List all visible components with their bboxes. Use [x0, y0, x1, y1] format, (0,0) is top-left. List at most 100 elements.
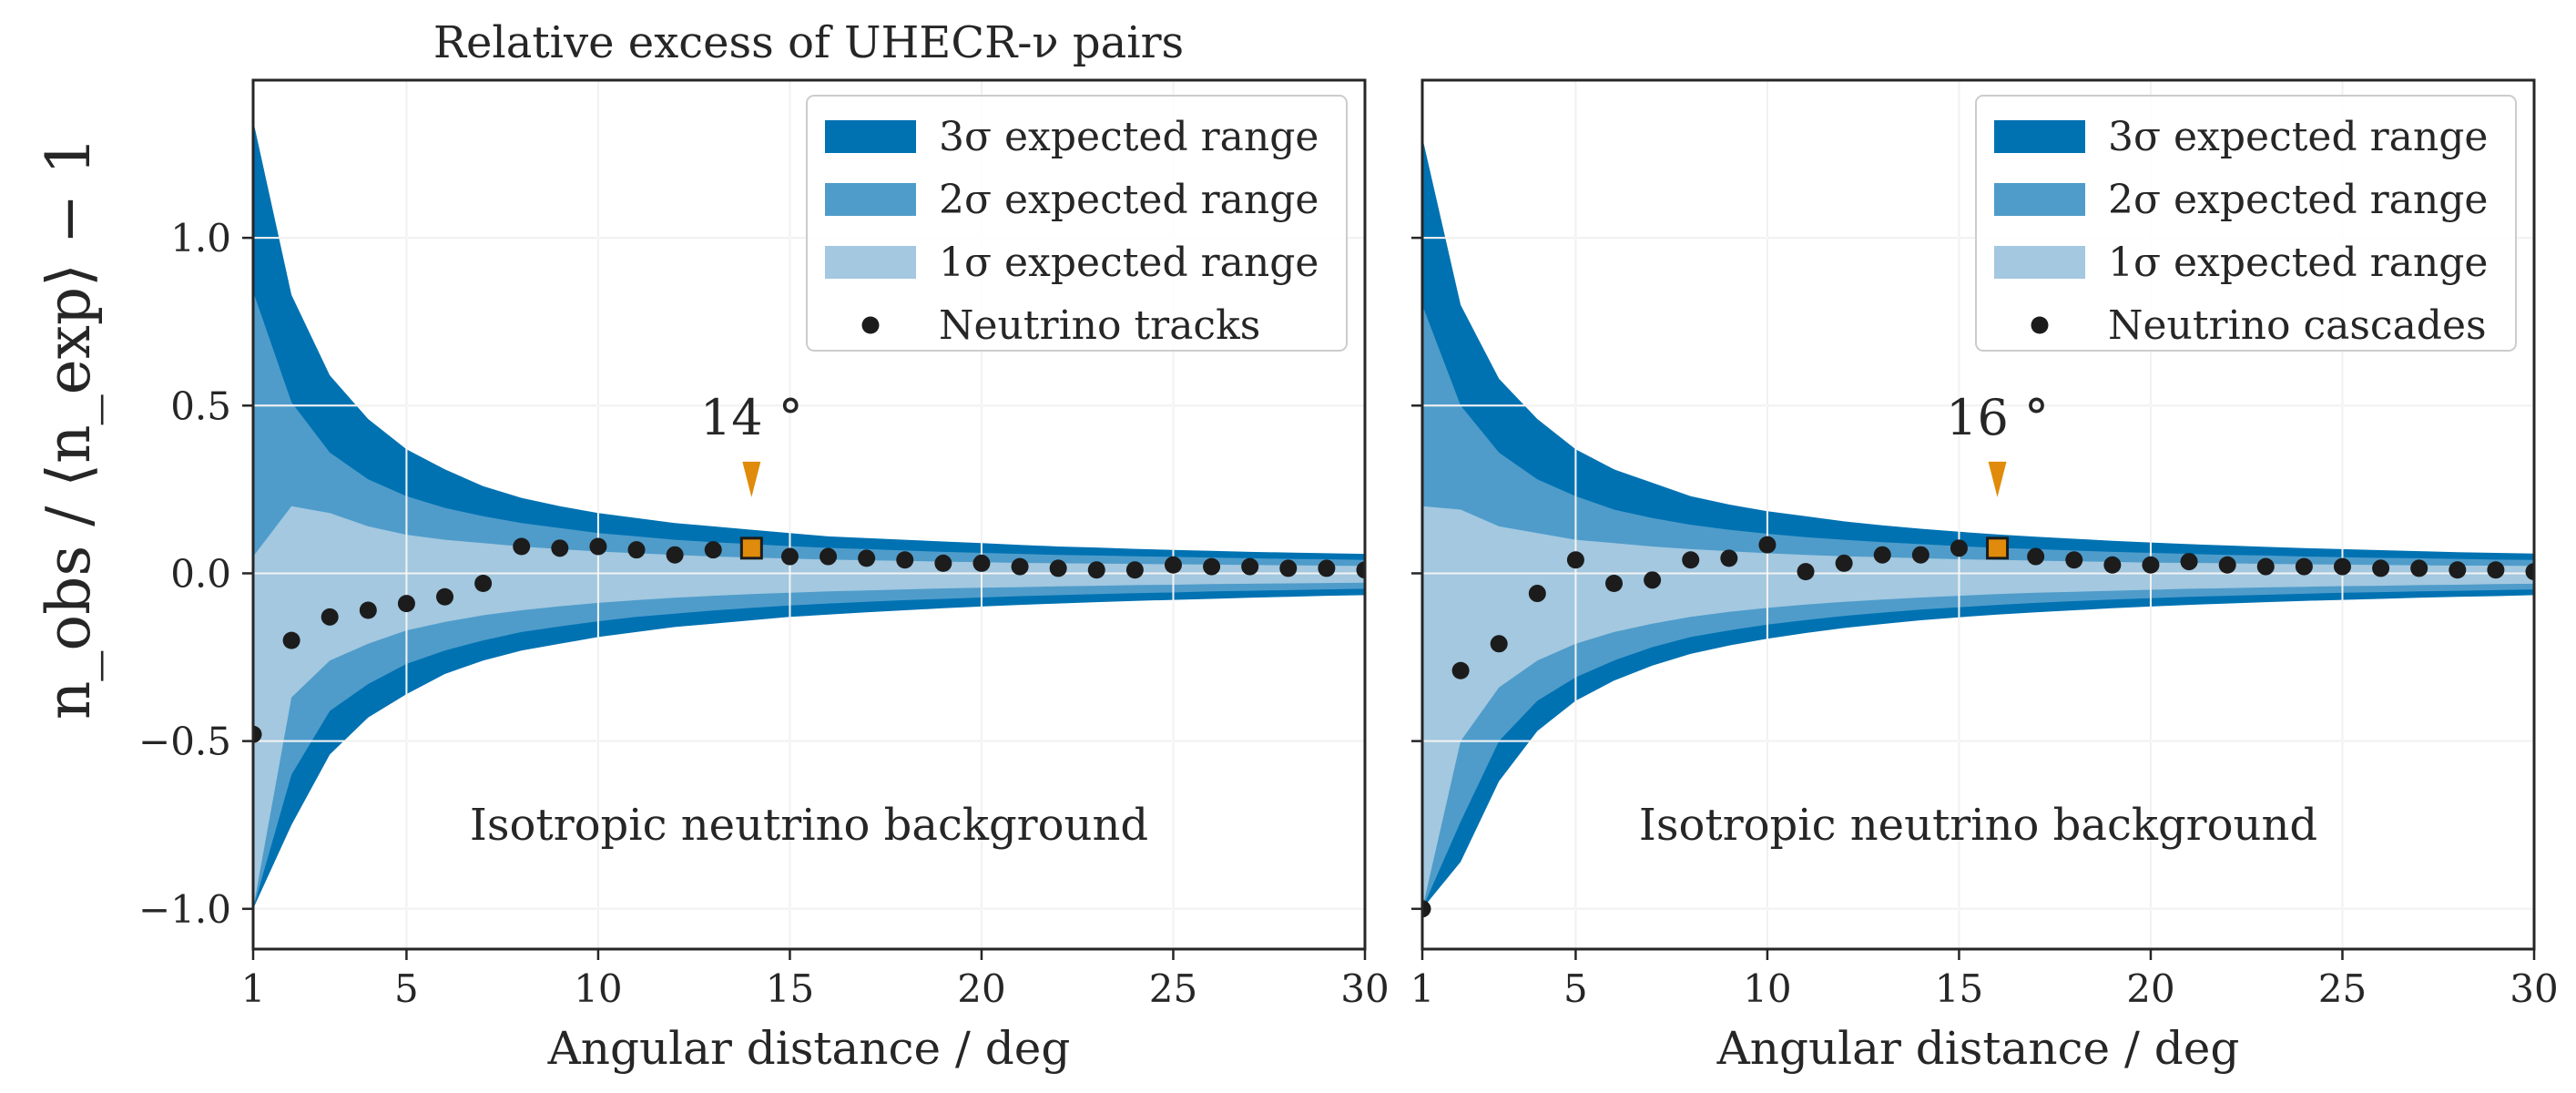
data-point — [1049, 559, 1067, 577]
plot-area — [1422, 80, 2534, 949]
legend-swatch — [825, 246, 916, 279]
legend-label: 2σ expected range — [939, 177, 1319, 223]
legend: 3σ expected range 2σ expected range 1σ exp… — [806, 95, 1348, 352]
x-tick-label: 1 — [1410, 966, 1435, 1011]
axes-frame — [251, 78, 1367, 951]
data-point — [1682, 551, 1700, 569]
data-point — [2372, 559, 2390, 577]
data-point — [2256, 557, 2275, 576]
data-point — [1279, 559, 1298, 577]
data-point — [397, 595, 415, 613]
data-point — [1835, 554, 1853, 572]
data-point — [1720, 549, 1738, 567]
x-tick-label: 5 — [1563, 966, 1588, 1011]
data-point — [1164, 556, 1182, 574]
annotation-text: Isotropic neutrino background — [1639, 800, 2317, 851]
x-tick-label: 30 — [2510, 966, 2558, 1011]
y-tick-label: 1.0 — [170, 216, 231, 260]
data-point — [1605, 575, 1624, 593]
x-tick-label: 25 — [1149, 966, 1197, 1011]
data-point — [2525, 563, 2534, 581]
data-point — [2218, 556, 2236, 574]
marker-label: 14 ° — [700, 389, 803, 446]
data-point — [1422, 900, 1431, 918]
data-point — [1566, 551, 1584, 569]
legend-swatch — [1994, 120, 2085, 153]
data-point — [2333, 557, 2351, 576]
highlight-square — [739, 536, 763, 560]
legend: 3σ expected range 2σ expected range 1σ exp… — [1975, 95, 2517, 352]
x-tick-label: 1 — [241, 966, 266, 1011]
axes-frame — [1420, 78, 2536, 951]
x-axis-label: Angular distance / deg — [1716, 1022, 2240, 1075]
data-point — [1011, 557, 1029, 576]
x-tick-label: 10 — [574, 966, 622, 1011]
data-point — [1873, 546, 1891, 564]
left-chart-title: Relative excess of UHECR-ν pairs — [433, 17, 1184, 68]
x-tick-label: 10 — [1743, 966, 1791, 1011]
data-point — [858, 549, 876, 567]
data-point — [972, 554, 991, 572]
data-point — [2027, 547, 2045, 566]
data-point — [2449, 561, 2467, 579]
legend-label: 3σ expected range — [2108, 114, 2488, 160]
y-axis-label: n_obs / ⟨n_exp⟩ − 1 — [34, 137, 104, 720]
band-1sigma — [1422, 506, 2534, 909]
y-tick-label: −0.5 — [138, 720, 231, 764]
legend-label: 1σ expected range — [2108, 240, 2488, 286]
data-point — [666, 546, 684, 564]
data-point — [1797, 563, 1815, 581]
marker-label: 16 ° — [1946, 389, 2049, 446]
data-point — [934, 554, 952, 572]
data-point — [1451, 661, 1470, 679]
data-point — [780, 547, 799, 566]
x-tick-label: 20 — [957, 966, 1005, 1011]
y-tick-label: 0.0 — [170, 551, 231, 596]
x-tick-label: 25 — [2318, 966, 2367, 1011]
legend-label: Neutrino cascades — [2108, 302, 2487, 349]
data-point — [1911, 546, 1929, 564]
legend-marker — [2031, 316, 2049, 334]
data-point — [1490, 635, 1508, 653]
legend-swatch — [825, 120, 916, 153]
legend-swatch — [825, 183, 916, 216]
x-axis-label: Angular distance / deg — [547, 1022, 1071, 1075]
data-point — [253, 725, 262, 743]
data-point — [1125, 561, 1144, 579]
data-point — [1528, 585, 1546, 603]
data-point — [2103, 556, 2122, 574]
band-1sigma — [253, 506, 1365, 909]
data-point — [282, 631, 300, 649]
data-point — [820, 547, 838, 566]
data-point — [1356, 561, 1365, 579]
x-tick-label: 5 — [394, 966, 419, 1011]
data-point — [1203, 557, 1221, 576]
data-point — [2295, 557, 2313, 576]
legend-swatch — [1994, 246, 2085, 279]
data-point — [436, 587, 454, 606]
data-point — [474, 575, 493, 593]
annotation-text: Isotropic neutrino background — [470, 800, 1148, 851]
legend-label: 2σ expected range — [2108, 177, 2488, 223]
x-tick-label: 30 — [1340, 966, 1389, 1011]
legend-label: 1σ expected range — [939, 240, 1319, 286]
marker-triangle — [742, 461, 761, 497]
data-point — [589, 537, 607, 556]
marker-triangle — [1988, 461, 2007, 497]
data-point — [704, 541, 722, 559]
data-point — [513, 537, 531, 556]
x-tick-label: 20 — [2126, 966, 2174, 1011]
x-tick-label: 15 — [766, 966, 814, 1011]
y-tick-label: −1.0 — [138, 887, 231, 932]
legend-marker — [861, 316, 880, 334]
data-point — [1644, 571, 1662, 589]
band-2sigma — [253, 291, 1365, 909]
data-point — [896, 551, 914, 569]
data-point — [1241, 557, 1259, 576]
data-point — [551, 539, 569, 557]
x-tick-label: 15 — [1935, 966, 1983, 1011]
data-point — [2180, 553, 2198, 571]
